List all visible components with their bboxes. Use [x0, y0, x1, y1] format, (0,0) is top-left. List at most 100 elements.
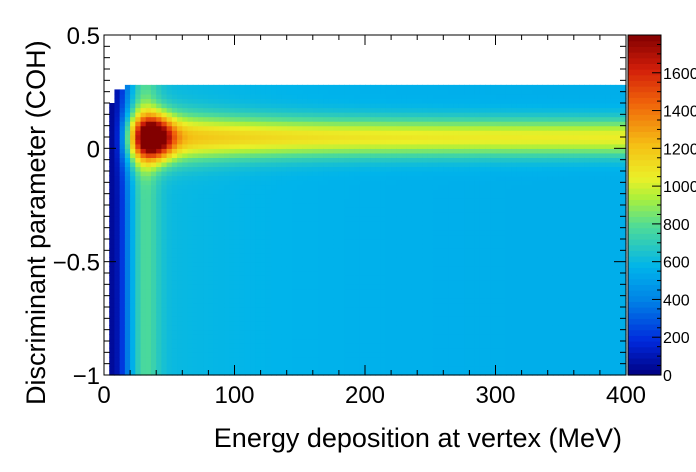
heatmap-cell — [250, 347, 256, 353]
heatmap-cell — [291, 98, 298, 104]
heatmap-cell — [458, 193, 465, 199]
heatmap-cell — [511, 216, 517, 222]
heatmap-cell — [307, 193, 314, 199]
heatmap-cell — [187, 252, 194, 258]
heatmap-cell — [328, 207, 335, 213]
heatmap-cell — [109, 307, 116, 313]
heatmap-cell — [265, 166, 272, 172]
heatmap-cell — [318, 316, 324, 322]
heatmap-cell — [516, 361, 523, 367]
heatmap-cell — [312, 334, 319, 340]
heatmap-cell — [458, 211, 465, 217]
heatmap-cell — [469, 275, 476, 281]
heatmap-cell — [323, 189, 330, 195]
heatmap-cell — [281, 143, 288, 149]
heatmap-cell — [218, 180, 225, 186]
heatmap-cell — [197, 216, 204, 222]
heatmap-cell — [443, 288, 450, 294]
heatmap-cell — [359, 307, 366, 313]
heatmap-cell — [177, 252, 183, 258]
heatmap-cell — [401, 229, 408, 236]
heatmap-cell — [505, 202, 512, 208]
heatmap-cell — [244, 193, 251, 199]
heatmap-cell — [271, 320, 277, 326]
heatmap-cell — [276, 225, 283, 231]
heatmap-cell — [396, 216, 403, 222]
heatmap-cell — [469, 288, 476, 294]
heatmap-cell — [177, 266, 183, 272]
heatmap-cell — [140, 202, 147, 208]
heatmap-cell — [187, 189, 194, 195]
heatmap-cell — [380, 307, 387, 313]
heatmap-cell — [171, 284, 178, 290]
heatmap-cell — [328, 370, 335, 376]
heatmap-cell — [234, 234, 241, 240]
heatmap-cell — [156, 157, 163, 163]
heatmap-cell — [365, 248, 371, 254]
heatmap-cell — [297, 311, 303, 317]
heatmap-cell — [438, 143, 444, 149]
heatmap-cell — [203, 220, 209, 226]
heatmap-cell — [396, 112, 403, 118]
heatmap-cell — [218, 112, 225, 118]
heatmap-cell — [401, 307, 408, 313]
heatmap-cell — [511, 275, 517, 281]
heatmap-cell — [114, 152, 121, 158]
heatmap-cell — [140, 316, 147, 322]
heatmap-cell — [312, 152, 319, 158]
heatmap-cell — [495, 189, 502, 195]
heatmap-cell — [171, 229, 178, 236]
heatmap-cell — [318, 234, 324, 240]
heatmap-cell — [286, 134, 293, 140]
heatmap-cell — [422, 325, 429, 331]
heatmap-cell — [443, 311, 450, 317]
heatmap-cell — [140, 288, 147, 294]
heatmap-cell — [166, 261, 173, 267]
heatmap-cell — [385, 356, 392, 362]
heatmap-cell — [375, 166, 382, 172]
heatmap-cell — [417, 329, 424, 335]
heatmap-cell — [458, 161, 465, 168]
heatmap-cell — [177, 202, 183, 208]
heatmap-cell — [318, 229, 324, 236]
heatmap-cell — [333, 148, 340, 154]
heatmap-cell — [286, 248, 293, 254]
heatmap-cell — [344, 356, 350, 362]
heatmap-cell — [224, 347, 230, 353]
heatmap-cell — [464, 266, 470, 272]
heatmap-cell — [318, 252, 324, 258]
heatmap-cell — [427, 103, 434, 109]
heatmap-cell — [197, 171, 204, 177]
heatmap-cell — [380, 284, 387, 290]
heatmap-cell — [124, 279, 131, 285]
heatmap-cell — [385, 343, 392, 349]
heatmap-cell — [307, 216, 314, 222]
heatmap-cell — [250, 107, 256, 113]
heatmap-cell — [135, 184, 142, 190]
heatmap-cell — [422, 270, 429, 276]
heatmap-cell — [505, 316, 512, 322]
heatmap-cell — [119, 316, 126, 322]
heatmap-cell — [495, 370, 502, 376]
heatmap-cell — [511, 134, 517, 140]
heatmap-cell — [328, 356, 335, 362]
heatmap-cell — [182, 180, 189, 186]
heatmap-cell — [406, 270, 413, 276]
heatmap-cell — [297, 270, 303, 276]
heatmap-cell — [124, 284, 131, 290]
heatmap-cell — [474, 284, 481, 290]
heatmap-cell — [469, 193, 476, 199]
heatmap-cell — [218, 139, 225, 145]
heatmap-cell — [260, 148, 267, 154]
heatmap-cell — [344, 329, 350, 335]
heatmap-cell — [469, 234, 476, 240]
heatmap-cell — [124, 184, 131, 190]
heatmap-cell — [239, 311, 246, 317]
heatmap-cell — [328, 297, 335, 304]
heatmap-cell — [177, 180, 183, 186]
heatmap-cell — [354, 248, 361, 254]
heatmap-cell — [438, 175, 444, 181]
heatmap-cell — [485, 311, 491, 317]
heatmap-cell — [438, 297, 444, 304]
heatmap-cell — [213, 261, 220, 267]
